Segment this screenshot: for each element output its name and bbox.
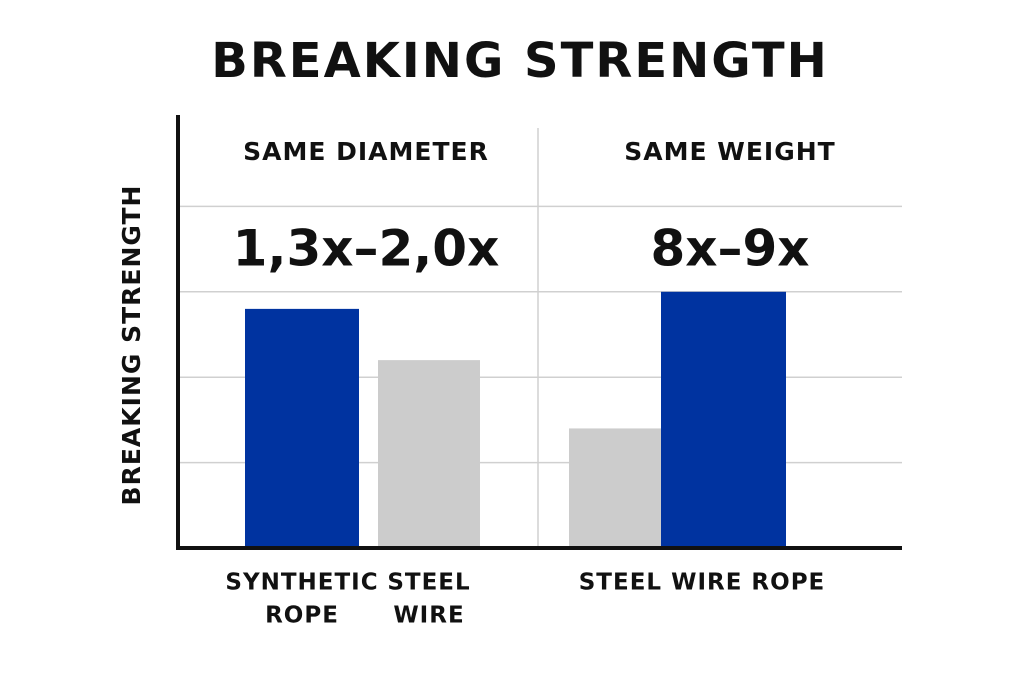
ratio-label: 1,3x–2,0x bbox=[233, 220, 500, 278]
bar bbox=[378, 360, 480, 548]
y-axis-label: BREAKING STRENGTH bbox=[117, 185, 146, 506]
bar bbox=[569, 428, 661, 548]
panel-heading: SAME WEIGHT bbox=[624, 137, 835, 166]
category-label: WIRE bbox=[393, 603, 464, 629]
category-label: ROPE bbox=[265, 603, 339, 629]
ratio-label: 8x–9x bbox=[650, 220, 809, 278]
category-label: STEEL bbox=[387, 570, 470, 596]
category-label: SYNTHETIC bbox=[225, 570, 378, 596]
bar bbox=[245, 308, 359, 548]
category-label: STEEL WIRE ROPE bbox=[579, 570, 826, 596]
bar bbox=[661, 291, 786, 548]
panel-heading: SAME DIAMETER bbox=[243, 137, 489, 166]
chart-title: BREAKING STRENGTH bbox=[211, 33, 829, 89]
